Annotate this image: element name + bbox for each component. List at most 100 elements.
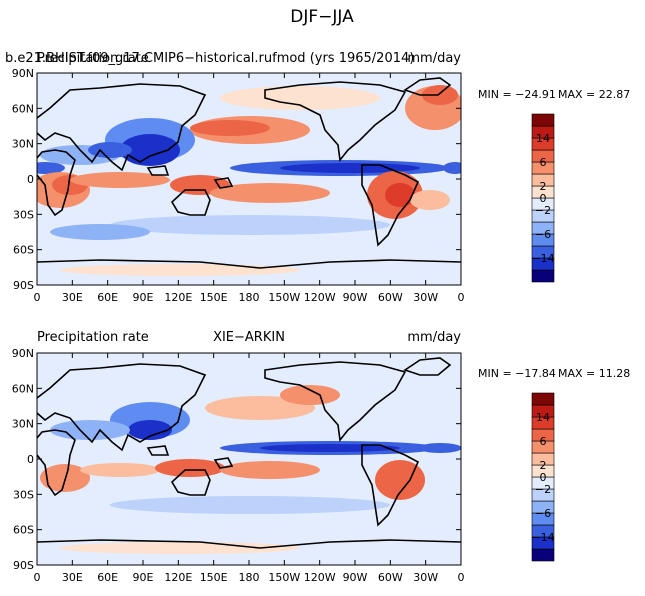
- p1-neg-itcz-core: [280, 163, 420, 173]
- p2-neg-eastasia-core: [128, 420, 172, 440]
- panel1-ytick-label: 60N: [12, 102, 34, 115]
- p1-pos-arctic-pacific: [220, 86, 380, 110]
- p2-coast-australia: [170, 469, 211, 496]
- panel1-colorbar-label: 6: [540, 156, 547, 169]
- panel2-xtick-label: 60W: [378, 571, 403, 584]
- p1-pos-northpacific-core: [190, 120, 270, 136]
- panel-obs: Precipitation rate XIE−ARKIN mm/day: [12, 330, 631, 584]
- panel2-colorbar-label: 0: [540, 471, 547, 484]
- panel1-ytick-label: 30S: [13, 208, 34, 221]
- p1-neg-atlantic-itcz: [37, 162, 65, 174]
- panel1-xtick-label: 120W: [304, 291, 336, 304]
- p1-coast-greenland: [403, 77, 452, 96]
- p2-neg-india: [50, 420, 130, 440]
- panel2-ytick-label: 60N: [12, 382, 34, 395]
- p2-pos-maritime: [155, 459, 225, 477]
- p1-neg-southern-ocean: [110, 215, 390, 235]
- p2-pos-spcz: [220, 461, 320, 479]
- panel2-colorbar-swatch: [531, 548, 555, 562]
- p2-neg-atlantic-itcz: [418, 443, 461, 453]
- panel1-overlap-title: Precipitation rate: [37, 51, 149, 66]
- panel1-min: MIN = −24.91: [478, 88, 556, 101]
- p1-neg-eastasia-core: [120, 134, 180, 166]
- panel2-xtick-label: 0: [34, 571, 41, 584]
- p1-coast-northamerica: [264, 81, 407, 162]
- p1-neg-atlantic-itcz-east: [443, 162, 461, 174]
- panel1-xtick-label: 90W: [343, 291, 368, 304]
- p1-coast-africa: [37, 149, 76, 217]
- panel2-xtick-label: 0: [458, 571, 465, 584]
- p1-coast-eurasia: [37, 83, 207, 172]
- p2-neg-southern-ocean: [110, 496, 390, 514]
- p2-pos-indian-ocean: [80, 463, 160, 477]
- panel1-xtick-label: 90E: [133, 291, 154, 304]
- panel2-coastlines: [37, 357, 461, 549]
- panel1-colorbar-label: 14: [536, 132, 550, 145]
- panel1-xtick-label: 30E: [62, 291, 83, 304]
- panel2-xtick-label: 150W: [268, 571, 300, 584]
- panel1-colorbar-swatch: [531, 269, 555, 283]
- panel2-xtick-label: 90W: [343, 571, 368, 584]
- panel1-ytick-label: 90S: [13, 279, 34, 292]
- panel2-colorbar: 14 6 20−2 −6 −14: [531, 392, 555, 562]
- panel2-map-background: [37, 353, 461, 565]
- panel2-min: MIN = −17.84: [478, 367, 556, 380]
- panel1-ytick-label: 90N: [12, 67, 34, 80]
- p2-pos-southamerica: [375, 460, 425, 500]
- panel1-colorbar-label: −2: [535, 204, 551, 217]
- panel2-units: mm/day: [407, 330, 461, 345]
- panel1-ytick-label: 30N: [12, 138, 34, 151]
- panel2-axes: 0 30E 60E 90E 120E 150E 180 150W 120W 90W 60W 30W 09…: [12, 347, 465, 584]
- panel2-xtick-label: 120W: [304, 571, 336, 584]
- panel1-colorbar-label: 2: [540, 180, 547, 193]
- p1-pos-southatlantic: [410, 190, 450, 210]
- panel1-xtick-label: 150E: [200, 291, 228, 304]
- panel-model: Precipitation rate b.e21.BHIST.f09_g17.C…: [5, 51, 630, 304]
- panel2-colorbar-label: −14: [531, 531, 554, 544]
- panel1-coastlines: [37, 77, 461, 269]
- panel1-units: mm/day: [407, 51, 461, 66]
- p2-pos-northpacific: [205, 396, 315, 420]
- panel2-xtick-label: 150E: [200, 571, 228, 584]
- panel2-ytick-label: 90S: [13, 559, 34, 572]
- panel1-xtick-label: 60W: [378, 291, 403, 304]
- panel2-colorbar-label: 14: [536, 411, 550, 424]
- panel1-colorbar-label: −14: [531, 252, 554, 265]
- panel1-colorbar-swatch: [531, 113, 555, 127]
- panel2-xtick-label: 120E: [164, 571, 192, 584]
- p2-coast-newguinea: [213, 457, 234, 469]
- p1-pos-indian-ocean: [70, 172, 170, 188]
- panel1-ytick-label: 0: [27, 173, 34, 186]
- p2-coast-northamerica: [264, 361, 407, 442]
- p1-coast-australia: [170, 189, 211, 216]
- panel2-title-left: Precipitation rate: [37, 330, 149, 345]
- panel2-title-center: XIE−ARKIN: [213, 330, 285, 345]
- panel1-xtick-label: 0: [458, 291, 465, 304]
- panel2-xtick-label: 90E: [133, 571, 154, 584]
- panel1-colorbar: 14 6 20−2 −6 −14: [531, 113, 555, 283]
- panel2-colorbar-label: 6: [540, 435, 547, 448]
- p2-coast-eurasia: [37, 363, 207, 452]
- panel2-max: MAX = 11.28: [558, 367, 630, 380]
- panel1-axes: 0 30E 60E 90E 120E 150E 180 150W 120W 90W 60W 30W 09…: [12, 67, 465, 304]
- p1-pos-antarctica: [60, 264, 300, 276]
- p1-coast-indonesia: [146, 165, 170, 176]
- panel2-map: [37, 353, 461, 565]
- p2-coast-greenland: [403, 357, 452, 376]
- panel1-xtick-label: 150W: [268, 291, 300, 304]
- panel2-colorbar-swatch: [531, 392, 555, 406]
- p1-neg-bay: [88, 142, 132, 158]
- panel1-xtick-label: 180: [239, 291, 260, 304]
- panel2-colorbar-label: −6: [535, 507, 551, 520]
- p2-coast-indonesia: [146, 445, 170, 456]
- panel2-ytick-label: 90N: [12, 347, 34, 360]
- panel2-xtick-label: 180: [239, 571, 260, 584]
- panel2-colorbar-label: 2: [540, 459, 547, 472]
- p1-pos-europe-core: [422, 85, 458, 105]
- panel2-xtick-label: 60E: [97, 571, 118, 584]
- panel1-xtick-label: 60E: [97, 291, 118, 304]
- panel1-xtick-label: 30W: [413, 291, 438, 304]
- panel1-xtick-label: 0: [34, 291, 41, 304]
- p2-coast-antarctica: [37, 539, 461, 549]
- p2-pos-antarctica: [60, 542, 300, 554]
